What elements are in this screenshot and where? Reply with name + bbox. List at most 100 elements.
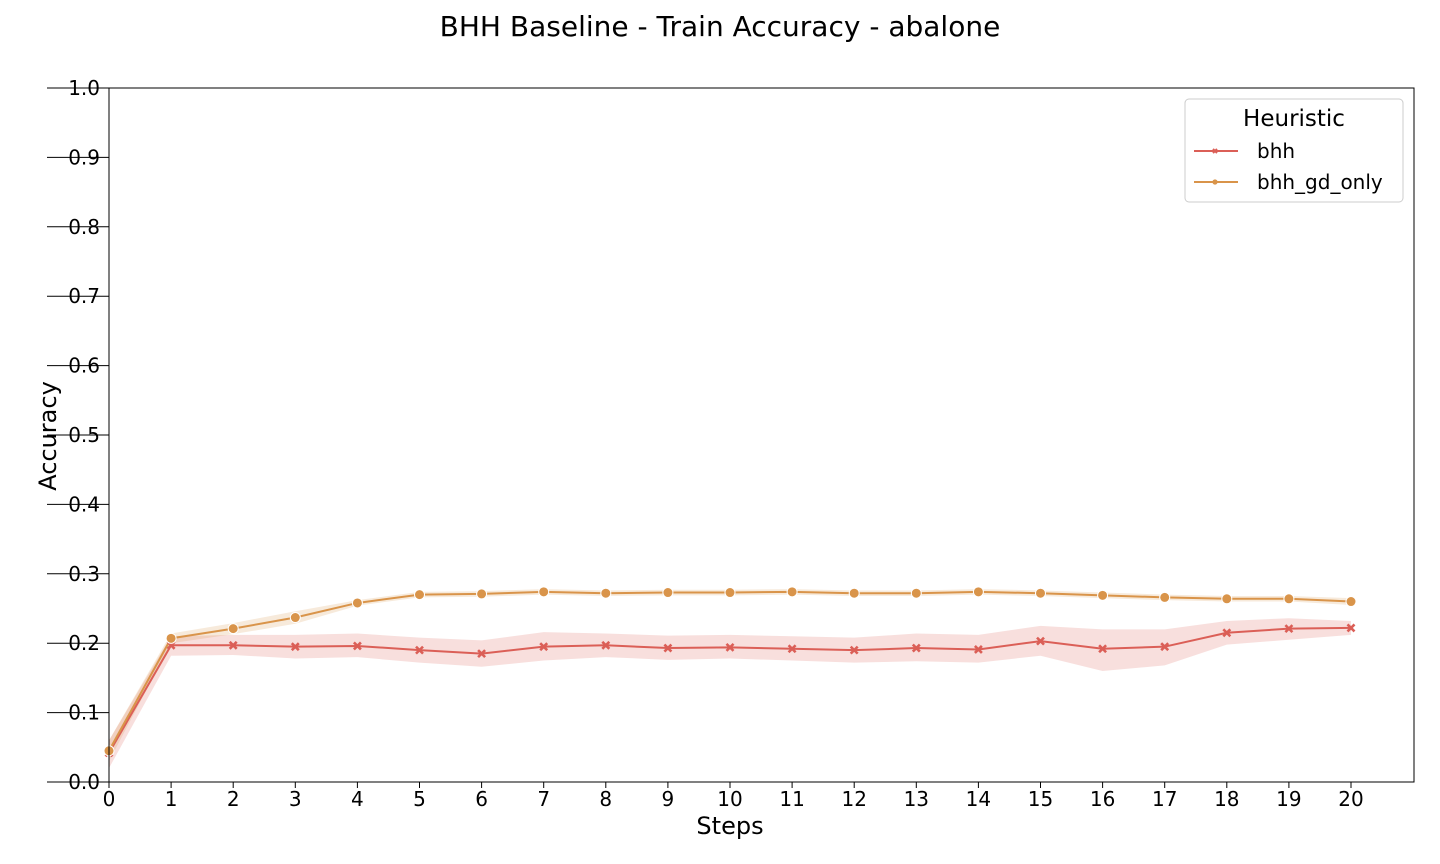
series-bhh-point xyxy=(228,640,238,650)
legend-bhh-marker xyxy=(1212,148,1218,154)
series-markers xyxy=(103,586,1357,758)
legend-bhh-label: bhh xyxy=(1257,139,1295,163)
y-tick-label: 0.5 xyxy=(68,423,100,447)
series-bhh_gd_only-point xyxy=(910,587,922,599)
series-bhh-point xyxy=(601,640,611,650)
x-marker xyxy=(228,640,238,650)
series-bhh-band xyxy=(109,618,1351,769)
series-bhh-point xyxy=(352,641,362,651)
series-bhh_gd_only-point xyxy=(1159,591,1171,603)
x-tick-label: 18 xyxy=(1214,787,1239,811)
x-tick-label: 9 xyxy=(662,787,675,811)
axes xyxy=(47,87,1415,788)
legend-bhh_gd_only-marker xyxy=(1212,179,1218,185)
series-bhh_gd_only-point xyxy=(351,597,363,609)
series-bhh_gd_only-point xyxy=(414,589,425,601)
y-tick-label: 0.9 xyxy=(68,145,100,169)
x-marker xyxy=(477,649,487,659)
y-tick-label: 0.8 xyxy=(68,215,100,239)
series-bhh-point xyxy=(911,643,921,653)
x-tick-label: 14 xyxy=(966,787,991,811)
y-tick-label: 0.4 xyxy=(68,492,100,516)
series-bhh_gd_only-point xyxy=(848,587,860,599)
x-marker xyxy=(911,643,921,653)
y-tick-label: 0.3 xyxy=(68,562,100,586)
series-bhh_gd_only-point xyxy=(476,588,488,600)
series-bhh_gd_only-point xyxy=(1035,587,1046,599)
y-tick-label: 0.0 xyxy=(68,770,100,794)
x-tick-label: 5 xyxy=(413,787,426,811)
x-marker xyxy=(849,645,859,655)
series-bhh_gd_only-point xyxy=(600,587,612,599)
x-tick-label: 7 xyxy=(537,787,550,811)
x-marker xyxy=(1098,644,1108,654)
series-bhh_gd_only-point xyxy=(1097,589,1109,601)
series-bhh-point xyxy=(663,643,673,653)
x-marker xyxy=(1222,628,1232,638)
series-bhh-point xyxy=(1160,642,1170,652)
y-tick-label: 0.2 xyxy=(68,631,100,655)
x-tick-label: 4 xyxy=(351,787,364,811)
x-marker xyxy=(352,641,362,651)
series-bhh_gd_only-point xyxy=(227,623,239,635)
x-tick-label: 8 xyxy=(599,787,612,811)
series-bhh-point xyxy=(415,645,424,655)
series-bhh_gd_only-point xyxy=(1283,593,1295,605)
confidence-bands xyxy=(109,589,1351,769)
x-tick-label: 6 xyxy=(475,787,488,811)
x-tick-label: 15 xyxy=(1028,787,1053,811)
series-bhh-point xyxy=(849,645,859,655)
y-tick-label: 0.7 xyxy=(68,284,100,308)
y-tick-label: 1.0 xyxy=(68,76,100,100)
legend-box xyxy=(1184,98,1404,203)
x-marker xyxy=(1346,623,1356,633)
x-tick-label: 1 xyxy=(165,787,178,811)
y-axis-label: Accuracy xyxy=(34,381,62,491)
y-tick-label: 0.6 xyxy=(68,354,100,378)
series-bhh-point xyxy=(290,642,300,652)
x-axis-label: Steps xyxy=(696,812,763,840)
x-marker xyxy=(725,642,735,652)
y-tick-label: 0.1 xyxy=(68,701,100,725)
x-tick-label: 10 xyxy=(717,787,742,811)
legend: Heuristic bhh bhh_gd_only xyxy=(1184,98,1404,203)
series-bhh-point xyxy=(725,642,735,652)
tick-labels: 0.00.10.20.30.40.50.60.70.80.91.00 1 2 3 4 5 6… xyxy=(68,76,1364,811)
series-bhh-point xyxy=(1036,636,1045,646)
series-bhh_gd_only-point xyxy=(538,586,550,598)
series-bhh_gd_only-point xyxy=(165,632,177,644)
series-bhh_gd_only-point xyxy=(662,587,674,599)
x-marker xyxy=(1284,624,1294,634)
series-bhh_gd_only-point xyxy=(972,586,984,598)
chart-title: BHH Baseline - Train Accuracy - abalone xyxy=(439,10,1001,43)
x-tick-label: 20 xyxy=(1338,787,1363,811)
x-tick-label: 16 xyxy=(1090,787,1115,811)
x-tick-label: 19 xyxy=(1276,787,1301,811)
x-marker xyxy=(973,645,983,654)
series-bhh-point xyxy=(1222,628,1232,638)
x-tick-label: 12 xyxy=(841,787,866,811)
series-bhh-point xyxy=(1284,624,1294,634)
series-bhh_gd_only-point xyxy=(724,587,736,599)
x-tick-label: 13 xyxy=(904,787,929,811)
legend-title: Heuristic xyxy=(1243,106,1345,132)
x-marker xyxy=(601,640,611,650)
legend-bhh_gd_only-label: bhh_gd_only xyxy=(1257,170,1383,194)
series-bhh-point xyxy=(1098,644,1108,654)
x-tick-label: 2 xyxy=(227,787,240,811)
series-bhh-point xyxy=(973,645,983,654)
x-tick-label: 3 xyxy=(289,787,302,811)
x-tick-label: 17 xyxy=(1152,787,1177,811)
series-bhh_gd_only-point xyxy=(1345,596,1357,608)
x-marker xyxy=(787,644,797,654)
series-bhh-point xyxy=(477,649,487,659)
x-marker xyxy=(1036,636,1045,646)
x-tick-label: 0 xyxy=(103,787,116,811)
series-bhh_gd_only-point xyxy=(289,612,301,624)
series-bhh-point xyxy=(787,644,797,654)
series-bhh-point xyxy=(1346,623,1356,633)
x-marker xyxy=(539,642,549,652)
x-marker xyxy=(290,642,300,652)
x-marker xyxy=(1160,642,1170,652)
